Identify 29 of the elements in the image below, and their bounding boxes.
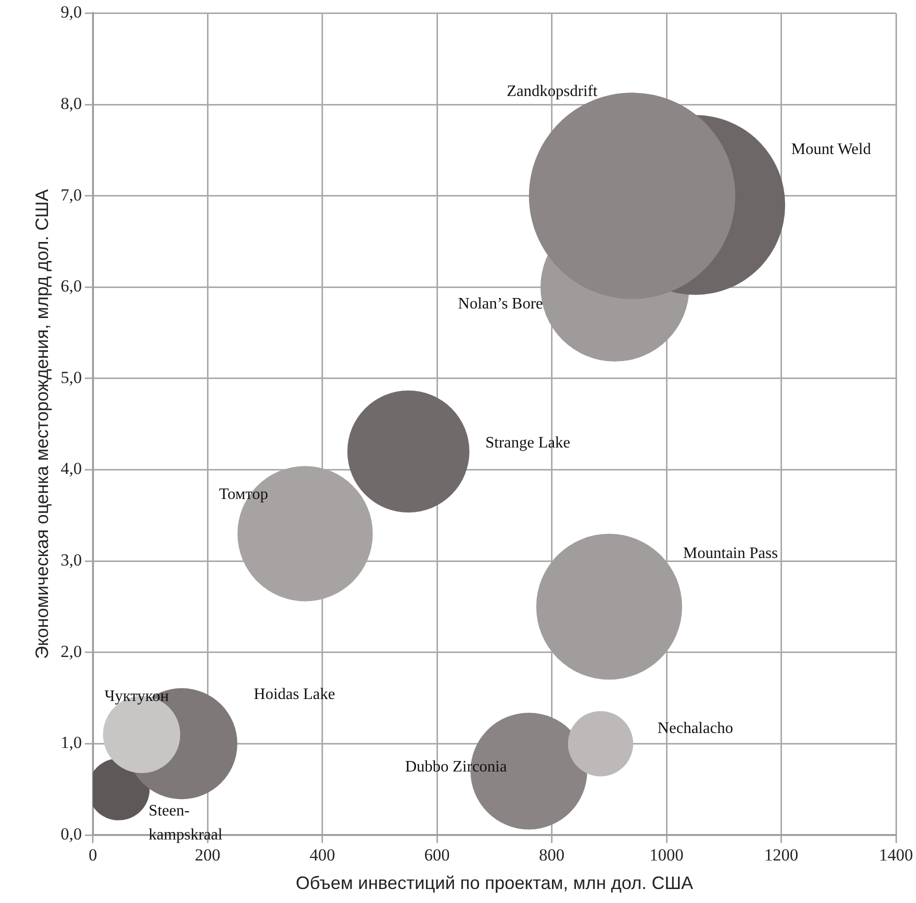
x-tick-label: 800 — [539, 846, 565, 865]
y-tick-label: 2,0 — [60, 642, 82, 661]
x-tick-label: 1200 — [764, 846, 798, 865]
y-tick-label: 0,0 — [60, 824, 82, 844]
series-label: Zandkopsdrift — [506, 83, 598, 100]
x-tick-label: 1400 — [879, 846, 913, 865]
series-label: Hoidas Lake — [254, 686, 336, 703]
series-label: Mountain Pass — [683, 544, 778, 562]
y-tick-label: 3,0 — [60, 550, 82, 570]
series-label: Nolan’s Bore — [458, 295, 543, 312]
x-tick-label: 200 — [194, 846, 220, 865]
x-tick-label: 400 — [310, 846, 336, 865]
y-tick-label: 5,0 — [60, 368, 82, 387]
x-tick-label: 1000 — [650, 846, 684, 865]
y-tick-label: 7,0 — [60, 185, 82, 204]
series-label: Nechalacho — [658, 720, 734, 737]
x-tick-label: 0 — [88, 846, 98, 865]
y-tick-label: 8,0 — [60, 94, 82, 113]
x-tick-label: 600 — [424, 846, 450, 865]
y-tick-label: 4,0 — [60, 459, 82, 478]
series-label: Mount Weld — [791, 141, 871, 158]
y-tick-label: 6,0 — [60, 276, 82, 296]
series-label: Strange Lake — [485, 434, 570, 452]
x-axis-title: Объем инвестиций по проектам, млн дол. США — [296, 873, 694, 894]
series-label: Томтор — [218, 486, 268, 503]
y-tick-label: 9,0 — [60, 2, 82, 22]
series-label: Steen-kampskraal — [148, 802, 223, 844]
y-axis-title: Экономическая оценка месторождения, млрд дол. США — [32, 189, 52, 660]
y-tick-label: 1,0 — [60, 733, 82, 752]
